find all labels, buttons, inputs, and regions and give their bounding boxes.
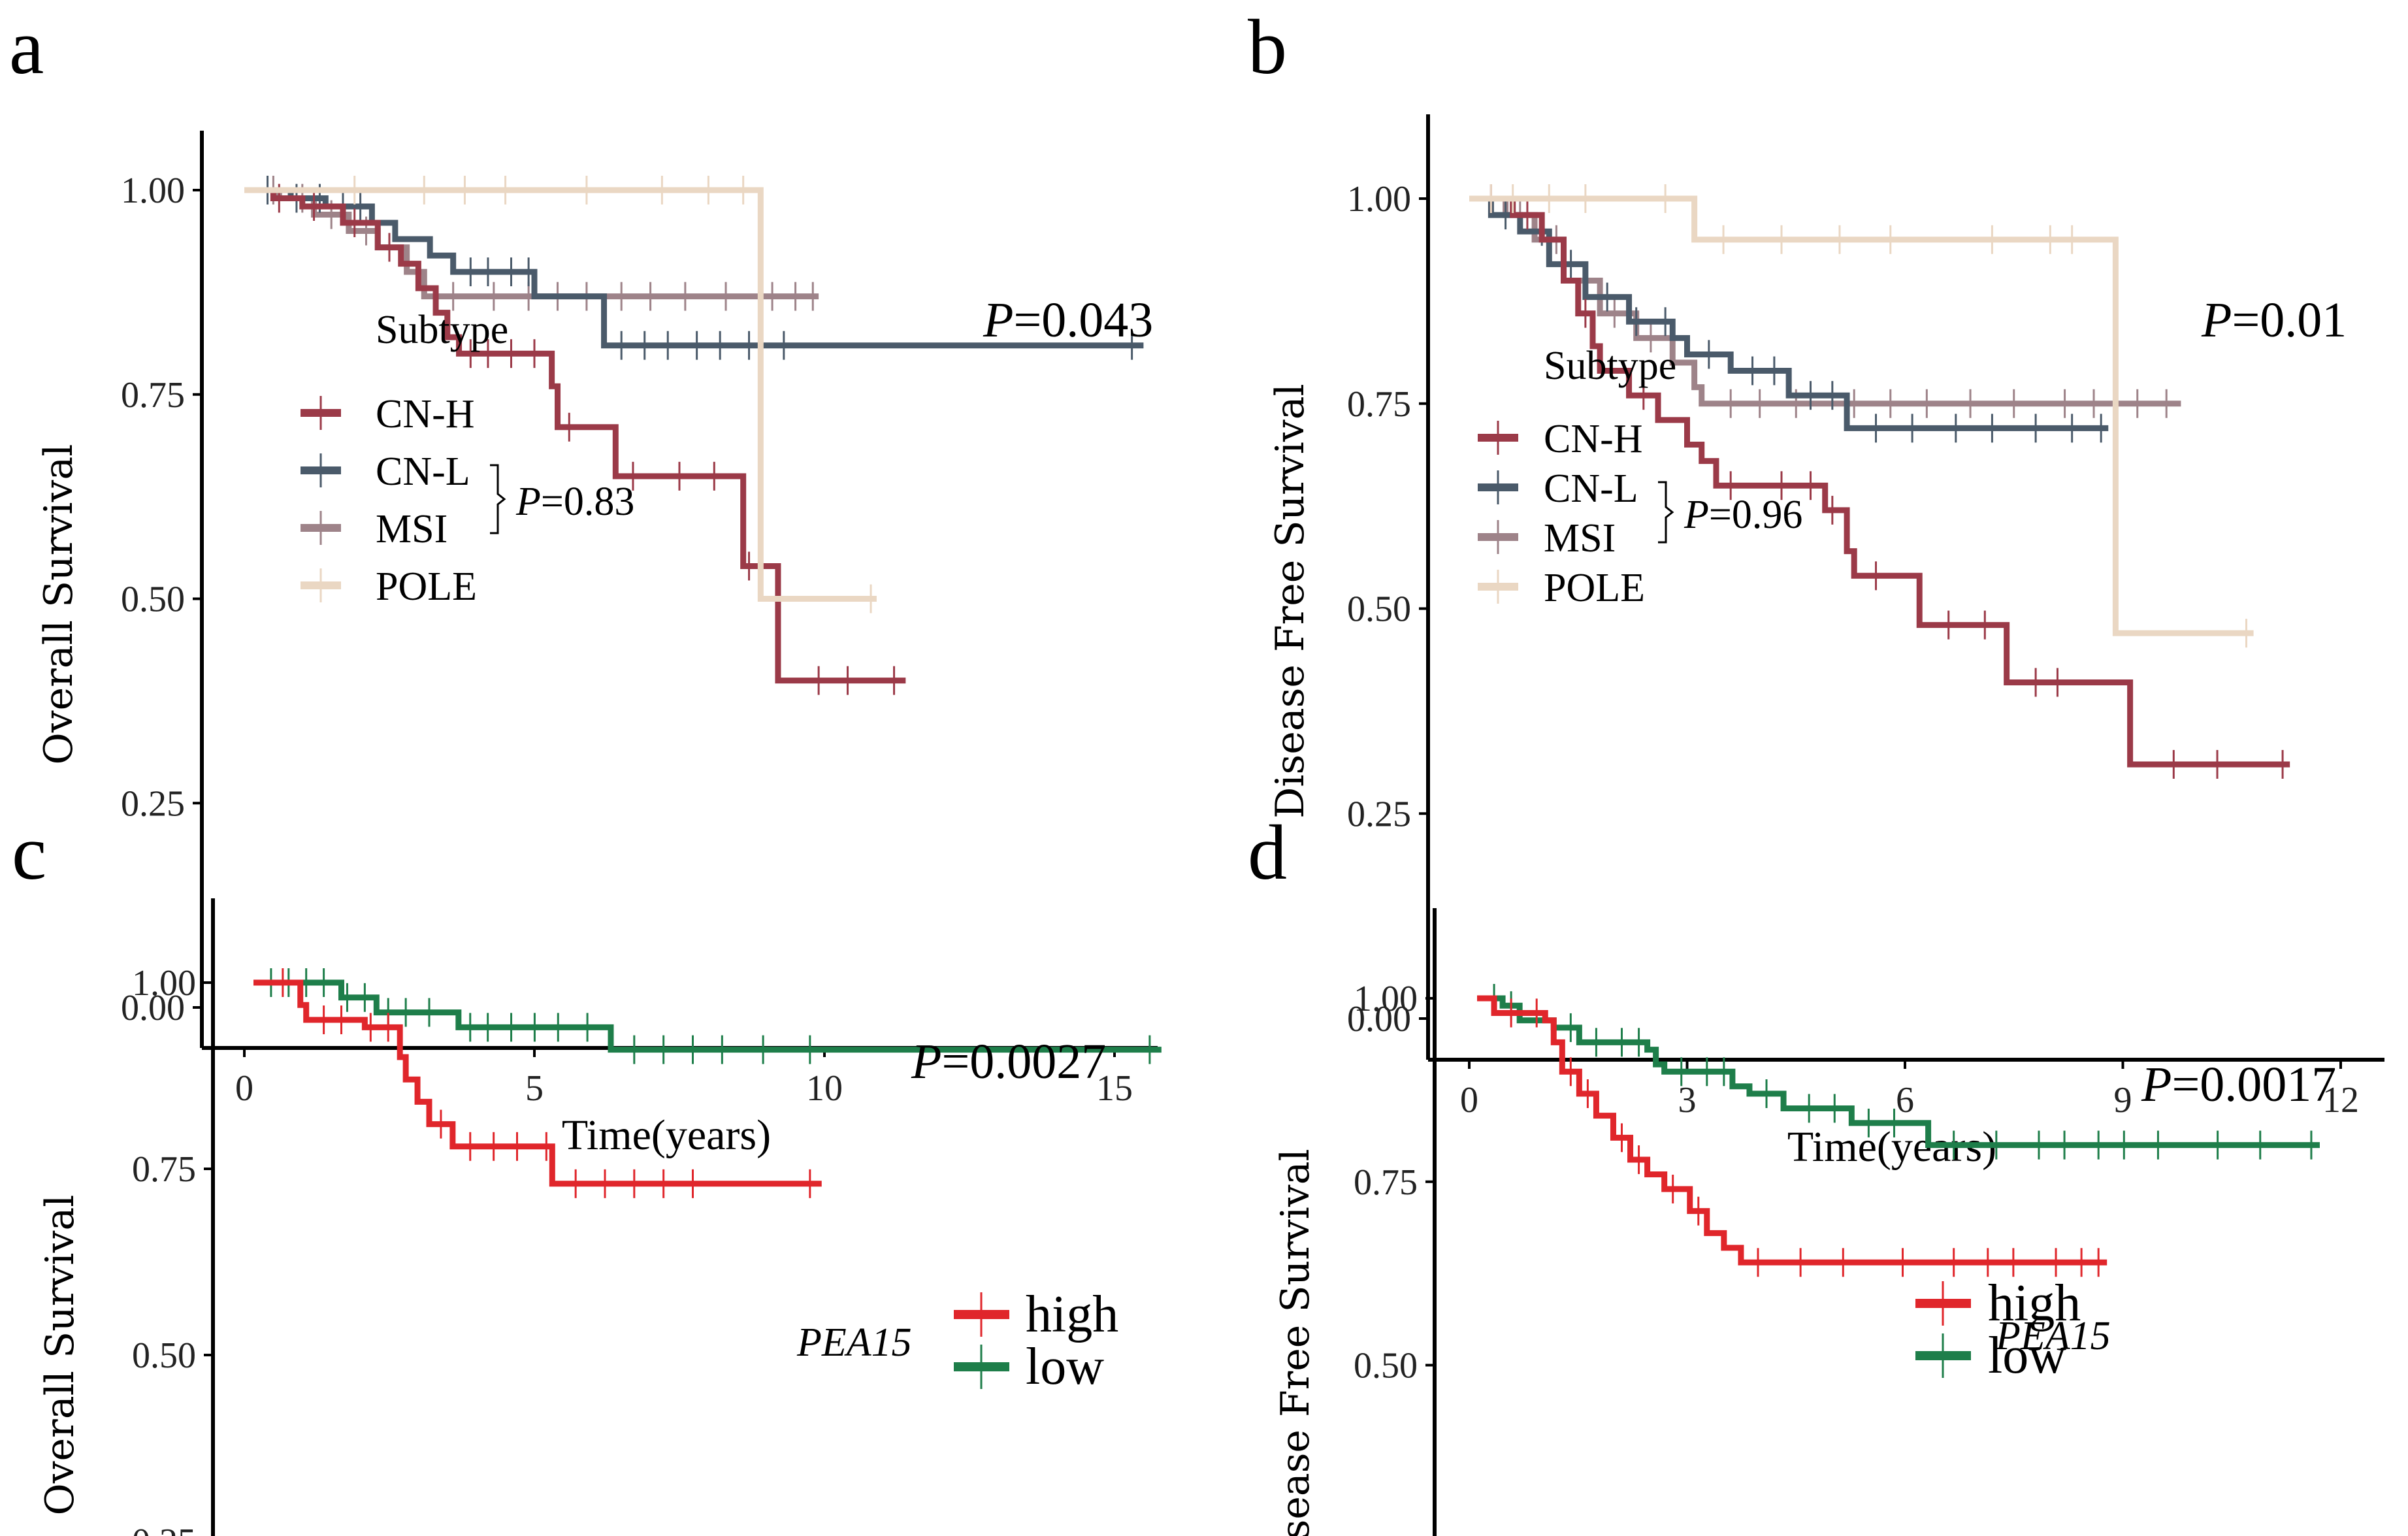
chart-panel-d: 0.000.250.500.751.0002.557.510Time(years… — [1273, 908, 2336, 1536]
survival-curve-cn-l — [1469, 195, 2109, 431]
panel-label-b: b — [1248, 3, 1287, 90]
legend-bracket — [1658, 481, 1674, 544]
x-tick-label: 0 — [1460, 1080, 1478, 1120]
p-value: =0.0017 — [2172, 1057, 2336, 1112]
legend-title: Subtype — [1544, 344, 1676, 388]
bracket-p-value-label: P=0.96 — [1684, 493, 1802, 537]
y-tick-label: 0.75 — [132, 1149, 196, 1190]
y-tick-label: 0.00 — [1347, 999, 1411, 1039]
legend-label-low: low — [1026, 1338, 1104, 1396]
legend-label-cn-h: CN-H — [1544, 417, 1643, 461]
p-value: =0.01 — [2232, 293, 2347, 348]
p-value: =0.0027 — [941, 1034, 1106, 1089]
legend-label-cn-h: CN-H — [376, 392, 475, 436]
legend-label-low: low — [1988, 1327, 2066, 1384]
y-tick-label: 0.75 — [1347, 384, 1411, 425]
p-symbol: P — [2141, 1057, 2172, 1112]
chart-panel-b: 0.000.250.500.751.000 3 6 9 12Time(years)Dis… — [1267, 114, 2384, 1171]
legend-label-msi: MSI — [1544, 516, 1616, 561]
y-tick-label: 0.25 — [132, 1522, 196, 1536]
survival-curve-pole — [244, 187, 877, 602]
y-tick-label: 1.00 — [1354, 979, 1418, 1019]
legend-bracket — [490, 464, 506, 534]
x-tick-label: 9 — [2114, 1080, 2132, 1120]
y-tick-label: 0.25 — [1354, 1529, 1418, 1536]
survival-curve-cn-h — [244, 187, 906, 684]
p-symbol: P — [911, 1034, 941, 1089]
legend-label-cn-l: CN-L — [376, 449, 470, 494]
survival-curve-low — [253, 979, 1162, 1053]
y-axis-label: Overall Survival — [36, 444, 82, 765]
x-tick-label: 6 — [1896, 1080, 1914, 1120]
y-tick-label: 0.25 — [121, 783, 185, 824]
y-tick-label: 0.50 — [1347, 589, 1411, 630]
legend-label-high: high — [1988, 1275, 2081, 1332]
bracket-p-value-label: P=0.83 — [515, 480, 634, 524]
x-tick-label: 0 — [235, 1068, 253, 1109]
chart-panel-a: 0.00 0.25 0.50 0.75 1.00 0 5 10 15 Time(years) Ove… — [36, 131, 1158, 1159]
y-tick-label: 0.75 — [1354, 1162, 1418, 1203]
panel-label-d: d — [1248, 809, 1287, 896]
x-tick-label: 10 — [806, 1068, 843, 1109]
y-tick-label: 0.50 — [132, 1335, 196, 1376]
p-symbol: P — [1684, 493, 1709, 537]
y-tick-label: 0.50 — [121, 580, 185, 620]
p-value: =0.043 — [1013, 293, 1153, 348]
survival-curve-cn-h — [1469, 195, 2290, 768]
x-axis-label: Time(years) — [562, 1111, 771, 1159]
x-tick-label: 5 — [525, 1068, 544, 1109]
p-symbol: P — [983, 293, 1013, 348]
bracket-p-value: =0.96 — [1709, 493, 1802, 537]
y-tick-label: 1.00 — [1347, 179, 1411, 220]
p-symbol: P — [2201, 293, 2232, 348]
y-tick-label: 0.50 — [1354, 1346, 1418, 1386]
y-axis-label: Disease Free Survival — [1273, 1149, 1318, 1536]
x-tick-label: 15 — [1096, 1068, 1133, 1109]
legend-label-pole: POLE — [376, 564, 477, 609]
legend-label-pole: POLE — [1544, 566, 1645, 610]
legend-title: PEA15 — [1995, 1314, 2111, 1358]
p-value-label: P=0.0017 — [2141, 1057, 2336, 1112]
legend-title: PEA15 — [796, 1320, 912, 1365]
panel-label-a: a — [9, 3, 44, 90]
panel-label-c: c — [12, 809, 46, 896]
survival-curve-pole — [1469, 195, 2254, 636]
survival-curve-high — [253, 979, 822, 1187]
bracket-p-value: =0.83 — [541, 480, 634, 524]
y-tick-label: 0.25 — [1347, 794, 1411, 834]
y-tick-label: 0.75 — [121, 375, 185, 416]
y-tick-label: 1.00 — [121, 171, 185, 211]
chart-panel-c: 0.00 0.25 0.50 0.75 1.00 0 5 10 15 Time(years) Ove… — [37, 898, 1162, 1536]
legend-label-msi: MSI — [376, 507, 447, 551]
legend-label-high: high — [1026, 1286, 1118, 1343]
y-axis-label: Disease Free Survival — [1267, 384, 1313, 819]
survival-curve-low — [1477, 995, 2320, 1149]
legend-label-cn-l: CN-L — [1544, 466, 1638, 511]
y-tick-label: 1.00 — [132, 963, 196, 1004]
x-tick-label: 12 — [2322, 1080, 2359, 1120]
p-value-label: P=0.0027 — [911, 1034, 1106, 1089]
y-axis-label: Overall Survival — [37, 1195, 83, 1516]
y-tick-label: 0.00 — [121, 988, 185, 1028]
x-tick-label: 3 — [1678, 1080, 1697, 1120]
legend-title: Subtype — [376, 308, 508, 352]
p-value-label: P=0.01 — [2201, 293, 2347, 348]
p-symbol: P — [515, 480, 541, 524]
p-value-label: P=0.043 — [983, 293, 1153, 348]
